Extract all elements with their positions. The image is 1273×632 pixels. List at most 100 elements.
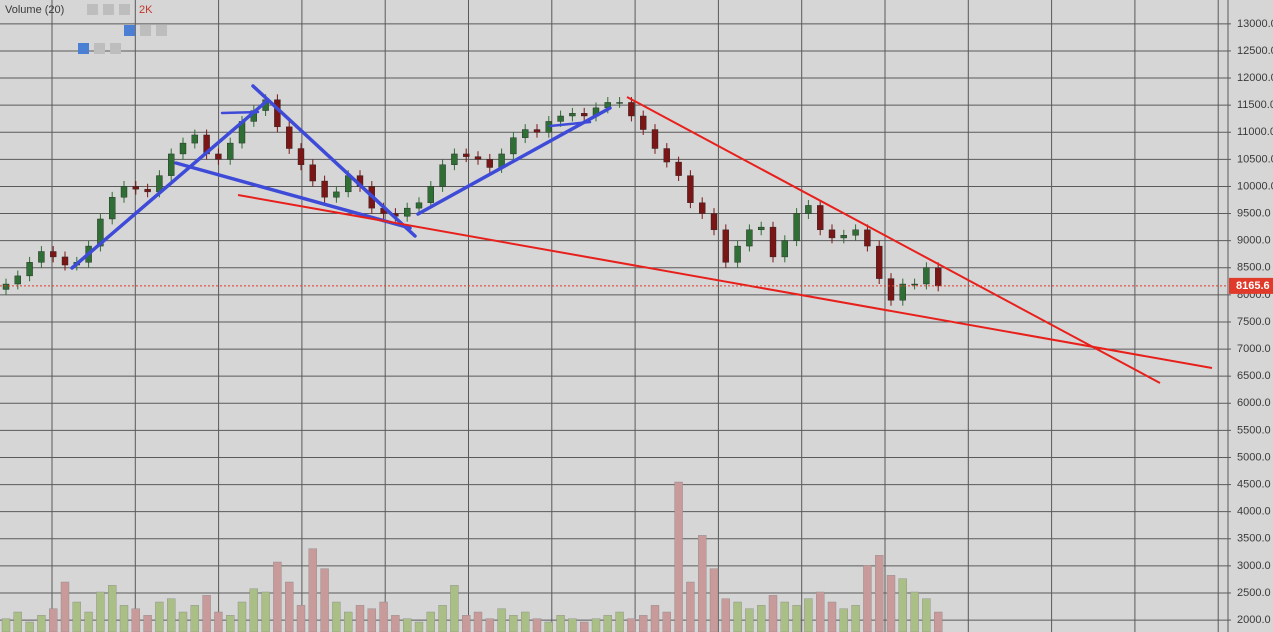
candle-body xyxy=(26,262,33,277)
volume-bar xyxy=(190,605,200,632)
candle-body xyxy=(817,205,824,231)
volume-bar xyxy=(426,611,435,632)
candle-body xyxy=(746,229,753,247)
y-tick-label: 3500.0 xyxy=(1237,533,1271,545)
volume-bar xyxy=(155,601,164,632)
volume-bar xyxy=(863,565,872,632)
volume-bar xyxy=(580,621,589,632)
y-tick-label: 2500.0 xyxy=(1237,587,1271,599)
candle-body xyxy=(699,202,706,214)
candle-body xyxy=(734,245,741,263)
volume-bar xyxy=(296,605,306,632)
y-tick-label: 12000.0 xyxy=(1237,72,1273,84)
candle-body xyxy=(828,229,836,239)
candle-body xyxy=(758,226,765,231)
candle-body xyxy=(38,251,45,263)
volume-bar xyxy=(603,615,612,632)
candle-body xyxy=(14,275,22,285)
candle-body xyxy=(899,283,906,301)
candle-body xyxy=(781,240,788,258)
candle-body xyxy=(167,153,175,176)
volume-bar xyxy=(792,605,801,632)
volume-bar xyxy=(166,598,176,632)
volume-bar xyxy=(485,618,494,632)
y-tick-label: 10500.0 xyxy=(1237,153,1273,165)
y-tick-label: 10000.0 xyxy=(1237,180,1273,192)
trend-drawing xyxy=(548,120,592,128)
last-price-box xyxy=(1229,277,1273,294)
volume-bar xyxy=(839,608,848,632)
volume-bar xyxy=(721,598,730,632)
volume-bar xyxy=(143,615,152,632)
candle-body xyxy=(887,278,895,301)
candle-body xyxy=(616,102,623,104)
volume-bar xyxy=(898,578,907,632)
volume-bar xyxy=(615,611,624,632)
candle-body xyxy=(852,229,859,236)
volume-bar xyxy=(886,575,896,632)
drawings xyxy=(70,84,1213,384)
y-tick-label: 5000.0 xyxy=(1237,451,1271,463)
volume-bar xyxy=(320,568,329,632)
candle-body xyxy=(463,153,470,157)
volume-bar xyxy=(403,618,412,632)
volume-bar xyxy=(355,605,365,632)
legend-button[interactable] xyxy=(110,43,121,54)
volume-bar xyxy=(96,591,105,632)
volume-bar xyxy=(709,568,719,632)
legend-button[interactable] xyxy=(119,4,130,15)
y-tick-label: 4500.0 xyxy=(1237,478,1271,490)
candle-body xyxy=(439,164,446,187)
legend-button[interactable] xyxy=(87,4,98,15)
candle-body xyxy=(474,156,482,160)
candle-body xyxy=(321,180,328,198)
volume-bar xyxy=(922,598,931,632)
volume-bar xyxy=(60,581,70,632)
volume-bar xyxy=(249,588,259,632)
volume-bars xyxy=(1,481,943,632)
candle-body xyxy=(486,159,493,168)
candle-body xyxy=(2,283,10,290)
volume-bar xyxy=(851,605,860,632)
trend-drawing xyxy=(174,161,412,230)
volume-bar xyxy=(237,601,247,632)
candle-body xyxy=(805,205,812,214)
volume-bar xyxy=(261,591,270,632)
candle-body xyxy=(923,267,930,285)
candle-body xyxy=(769,226,777,258)
volume-bar xyxy=(225,615,235,632)
volume-bar xyxy=(816,591,825,632)
volume-bar xyxy=(674,481,683,632)
legend-button[interactable] xyxy=(124,25,135,36)
volume-label: 2K xyxy=(139,4,153,16)
volume-bar xyxy=(414,621,424,632)
volume-bar xyxy=(379,601,388,632)
legend-button[interactable] xyxy=(156,25,167,36)
volume-bar xyxy=(273,561,282,632)
trend-drawing xyxy=(251,84,417,238)
candle-body xyxy=(215,153,222,160)
volume-bar xyxy=(344,611,353,632)
volume-bar xyxy=(568,618,577,632)
legend-button[interactable] xyxy=(103,4,114,15)
candle-body xyxy=(191,134,199,144)
candle-body xyxy=(404,207,411,217)
legend-title: Volume (20) xyxy=(5,4,64,16)
volume-bar xyxy=(827,601,837,632)
volume-bar xyxy=(367,608,376,632)
volume-bar xyxy=(698,535,707,632)
legend-button[interactable] xyxy=(94,43,105,54)
volume-bar xyxy=(650,605,660,632)
legend-button[interactable] xyxy=(78,43,89,54)
legend-button[interactable] xyxy=(140,25,151,36)
y-tick-label: 8500.0 xyxy=(1237,262,1271,274)
volume-bar xyxy=(214,611,223,632)
volume-bar xyxy=(285,581,294,632)
volume-bar xyxy=(25,621,34,632)
volume-bar xyxy=(473,611,483,632)
candle-body xyxy=(651,129,659,149)
y-tick-label: 4000.0 xyxy=(1237,506,1271,518)
legend: Volume (20) 2K xyxy=(5,4,167,54)
volume-bar xyxy=(804,598,813,632)
